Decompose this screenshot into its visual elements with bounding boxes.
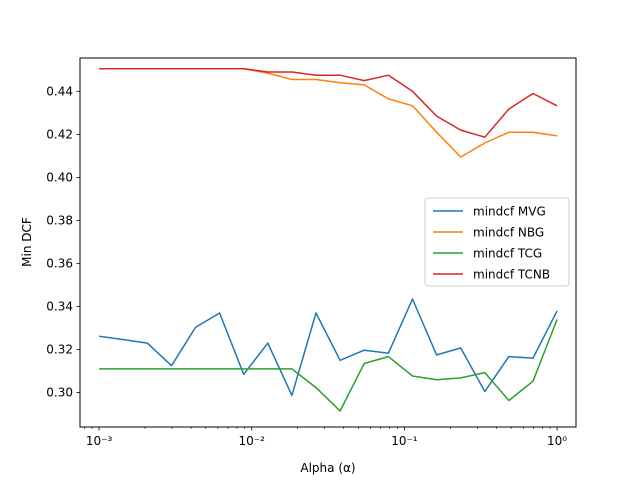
y-tick-label: 0.40 <box>46 170 73 184</box>
legend: mindcf MVG mindcf NBG mindcf TCG mindcf TCN… <box>424 197 570 287</box>
x-axis-label: Alpha (α) <box>300 461 355 475</box>
y-tick-label: 0.30 <box>46 386 73 400</box>
plot-frame <box>79 57 577 428</box>
y-tick-label: 0.44 <box>46 84 73 98</box>
series-line-mindcf-mvg <box>98 298 558 397</box>
legend-box <box>424 197 570 287</box>
y-tick-label: 0.38 <box>46 213 73 227</box>
x-tick-label: 10⁻³ <box>86 434 113 448</box>
legend-label-mindcf-nbg: mindcf NBG <box>473 226 544 240</box>
legend-label-mindcf-tcg: mindcf TCG <box>473 247 542 261</box>
series-lines <box>98 68 558 412</box>
series-line-mindcf-tcnb <box>99 68 558 138</box>
y-tick-label: 0.32 <box>46 343 73 357</box>
x-tick-label: 10⁰ <box>547 434 567 448</box>
x-tick-label: 10⁻² <box>239 434 266 448</box>
series-line-mindcf-tcg <box>99 319 558 412</box>
y-tick-label: 0.34 <box>46 300 73 314</box>
y-axis-label: Min DCF <box>20 217 34 267</box>
legend-label-mindcf-mvg: mindcf MVG <box>473 205 546 219</box>
y-tick-label: 0.36 <box>46 256 73 270</box>
y-tick-label: 0.42 <box>46 127 73 141</box>
x-tick-label: 10⁻¹ <box>391 434 418 448</box>
legend-label-mindcf-tcnb: mindcf TCNB <box>473 268 550 282</box>
y-axis-ticks: 0.30 0.32 0.34 0.36 0.38 0.40 0.42 0.44 <box>46 84 80 400</box>
